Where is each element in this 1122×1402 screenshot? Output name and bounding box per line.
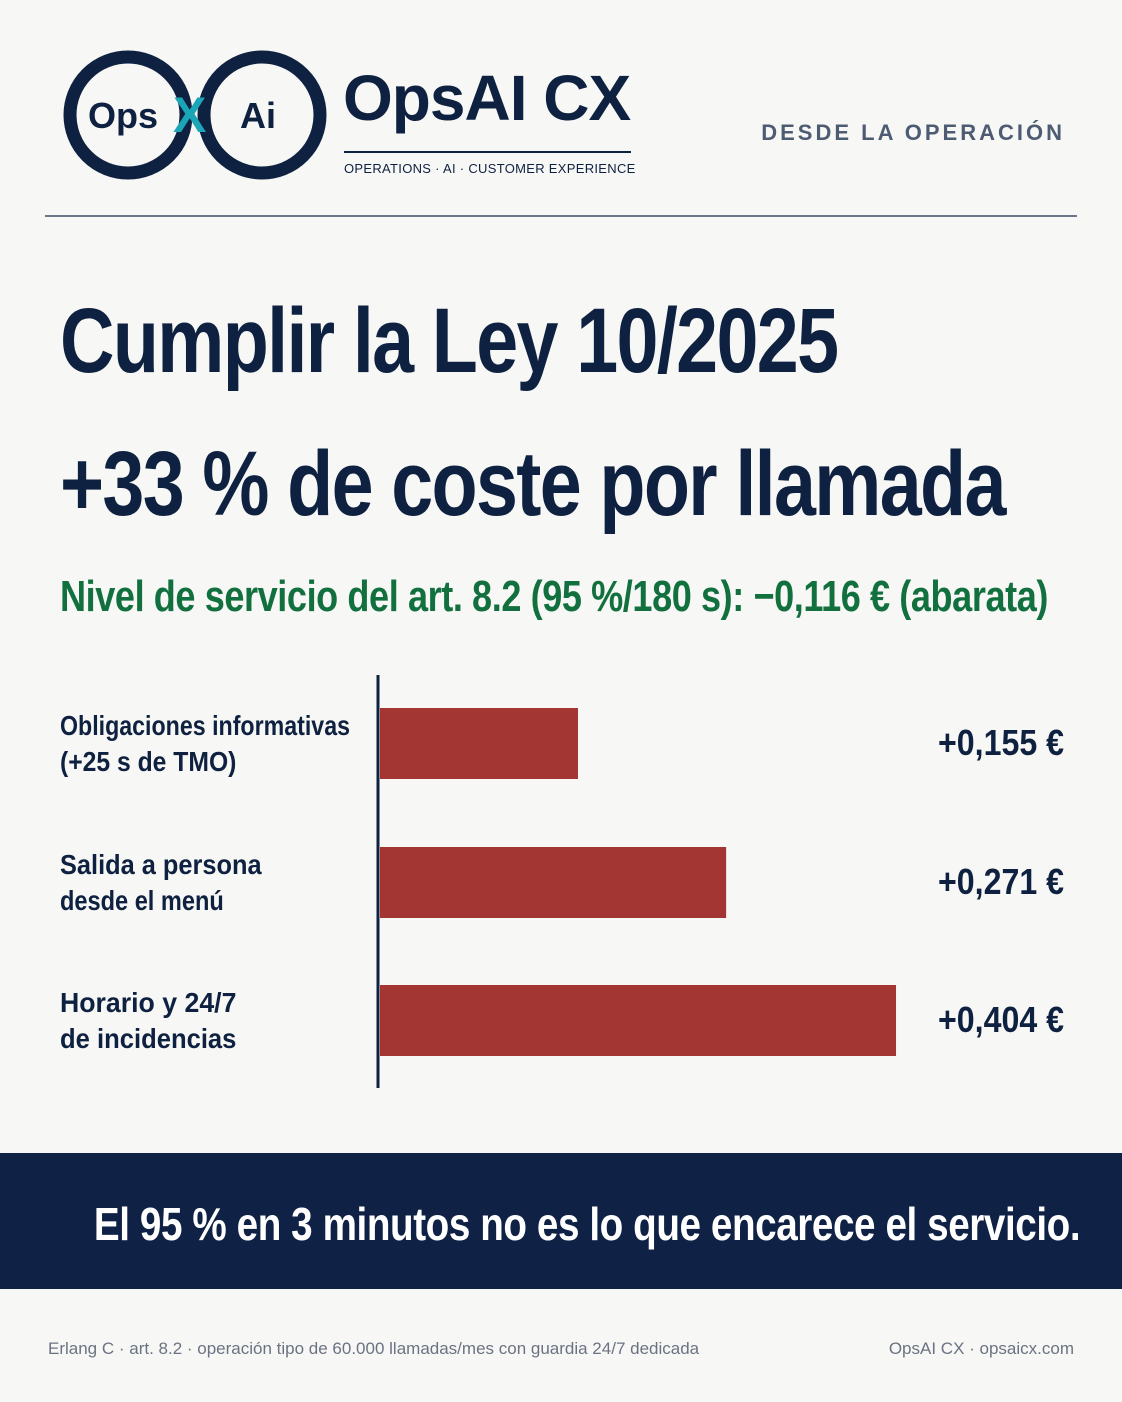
section-kicker: DESDE LA OPERACIÓN: [761, 120, 1065, 145]
brand-tagline: OPERATIONS · AI · CUSTOMER EXPERIENCE: [344, 161, 636, 176]
brand-logo: Ops X Ai OpsAI CX OPERATIONS · AI · CUST…: [60, 48, 640, 188]
logo-text-x: X: [173, 87, 206, 143]
category-label-2-line-1: Salida a persona: [60, 849, 262, 880]
category-label-1-line-2: (+25 s de TMO): [60, 746, 236, 777]
footer-credit: OpsAI CX · opsaicx.com: [888, 1339, 1074, 1358]
value-label-1: +0,155 €: [938, 722, 1064, 763]
banner-text: El 95 % en 3 minutos no es lo que encare…: [93, 1198, 1081, 1250]
value-label-3: +0,404 €: [938, 999, 1064, 1040]
cost-bar-chart: Obligaciones informativas (+25 s de TMO) +…: [60, 675, 1064, 1088]
category-label-1-line-1: Obligaciones informativas: [60, 710, 350, 741]
brand-divider: [344, 151, 631, 153]
bar-1: [380, 708, 578, 779]
infinity-logo-icon: Ops X Ai: [60, 48, 330, 183]
category-label-2-line-2: desde el menú: [60, 885, 224, 916]
category-label-3-line-2: de incidencias: [60, 1023, 236, 1054]
headline-line-1: Cumplir la Ley 10/2025: [60, 290, 839, 392]
subheadline: Nivel de servicio del art. 8.2 (95 %/180…: [60, 572, 1048, 621]
bar-2: [380, 847, 727, 918]
brand-name: OpsAI CX: [343, 62, 631, 134]
value-label-2: +0,271 €: [938, 861, 1064, 902]
header-divider: [45, 215, 1077, 217]
category-label-3-line-1: Horario y 24/7: [60, 987, 236, 1018]
logo-text-ai: Ai: [240, 95, 276, 136]
headline-line-2: +33 % de coste por llamada: [60, 433, 1006, 535]
footer-source: Erlang C · art. 8.2 · operación tipo de …: [48, 1339, 700, 1358]
bar-3: [380, 985, 897, 1056]
logo-text-ops: Ops: [88, 95, 158, 136]
conclusion-banner: El 95 % en 3 minutos no es lo que encare…: [0, 1153, 1122, 1289]
headline: Cumplir la Ley 10/2025 +33 % de coste po…: [60, 270, 1006, 556]
